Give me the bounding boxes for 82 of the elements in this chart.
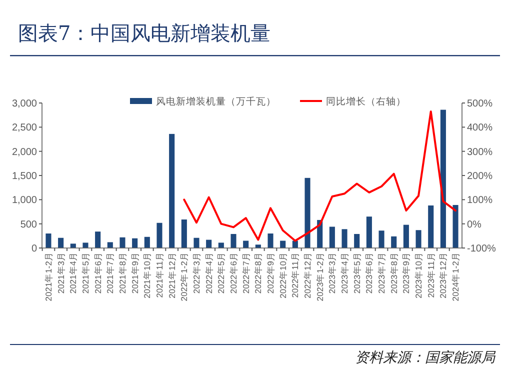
x-tick-label: 2021年9月 <box>130 252 140 294</box>
x-tick-label: 2023年11月 <box>426 252 436 298</box>
bar <box>440 110 446 248</box>
x-tick-label: 2023年7月 <box>376 252 386 294</box>
bar <box>169 134 175 248</box>
x-tick-label: 2022年11月 <box>290 252 300 298</box>
bar <box>416 230 422 248</box>
bar <box>58 238 64 248</box>
bar <box>144 236 150 248</box>
chart-title: 图表7：中国风电新增装机量 <box>18 21 271 45</box>
x-tick-label: 2023年9月 <box>401 252 412 294</box>
y-tick-label: 0 <box>31 244 38 254</box>
bar <box>82 242 88 248</box>
y2-tick-label: -100% <box>467 244 496 254</box>
bar <box>70 244 76 248</box>
x-tick-label: 2023年4月 <box>339 252 350 294</box>
y-tick-label: 2,500 <box>12 122 38 134</box>
x-tick-label: 2022年6月 <box>228 252 238 294</box>
y-tick-label: 1,000 <box>12 195 38 206</box>
y-tick-label: 3,000 <box>12 98 38 110</box>
y2-tick-label: 300% <box>467 146 493 158</box>
bar <box>428 205 434 248</box>
y-tick-label: 1,500 <box>12 171 38 182</box>
bar <box>218 242 224 248</box>
legend-label: 风电新增装机量（万千瓦） <box>156 95 276 108</box>
x-tick-label: 2021年11月 <box>154 252 164 298</box>
y-tick-label: 2,000 <box>12 146 38 158</box>
bar <box>342 229 348 248</box>
x-tick-label: 2022年10月 <box>278 252 288 298</box>
bar <box>378 230 384 248</box>
bar <box>156 222 162 248</box>
x-tick-label: 2022年4月 <box>204 252 214 294</box>
x-tick-label: 2022年9月 <box>265 252 276 294</box>
x-tick-label: 2023年6月 <box>364 252 374 294</box>
x-tick-label: 2022年1-2月 <box>179 252 190 302</box>
x-tick-label: 2021年10月 <box>142 252 152 298</box>
x-tick-label: 2022年3月 <box>191 252 202 294</box>
x-tick-label: 2021年7月 <box>105 252 116 294</box>
bar <box>268 234 274 248</box>
y2-tick-label: 100% <box>467 195 493 206</box>
legend-label: 同比增长（右轴） <box>326 95 406 108</box>
bar <box>304 178 310 248</box>
bar <box>391 236 397 248</box>
x-tick-label: 2023年1-2月 <box>314 252 325 302</box>
x-tick-label: 2023年12月 <box>438 252 448 298</box>
text: 资料来源：国家能源局 <box>355 350 496 366</box>
x-tick-label: 2022年5月 <box>216 252 226 294</box>
bar <box>120 237 126 248</box>
x-tick-label: 2022年7月 <box>240 252 251 294</box>
bar <box>354 234 360 248</box>
bar <box>194 238 200 248</box>
bar <box>403 224 409 248</box>
bar <box>107 242 113 248</box>
x-tick-label: 2023年5月 <box>352 252 362 294</box>
x-tick-label: 2021年6月 <box>92 252 103 294</box>
bar <box>132 238 138 248</box>
y-tick-label: 500 <box>20 219 38 230</box>
x-tick-label: 2022年8月 <box>253 252 264 294</box>
x-tick-label: 2021年3月 <box>56 252 66 294</box>
y2-tick-label: 400% <box>467 122 493 134</box>
x-tick-label: 2021年12月 <box>166 252 177 298</box>
x-tick-label: 2023年10月 <box>413 252 424 298</box>
y2-tick-label: 200% <box>467 171 493 182</box>
bar <box>329 226 335 248</box>
x-tick-label: 2022年12月 <box>302 252 312 298</box>
y2-tick-label: 500% <box>467 98 493 110</box>
bar <box>366 216 372 248</box>
x-tick-label: 2021年1-2月 <box>43 252 54 302</box>
x-tick-label: 2024年1-2月 <box>450 252 460 302</box>
bar <box>46 234 52 248</box>
bar <box>452 204 458 248</box>
x-tick-label: 2023年8月 <box>388 252 399 294</box>
x-tick-label: 2021年4月 <box>68 252 78 294</box>
line-series <box>183 110 457 242</box>
x-tick-label: 2023年3月 <box>327 252 338 294</box>
bar <box>230 234 236 248</box>
x-tick-label: 2021年5月 <box>80 252 90 294</box>
bar <box>95 232 101 248</box>
bar <box>181 219 187 248</box>
y2-tick-label: 0% <box>467 219 482 230</box>
bar <box>206 240 212 248</box>
x-tick-label: 2021年8月 <box>117 252 128 294</box>
